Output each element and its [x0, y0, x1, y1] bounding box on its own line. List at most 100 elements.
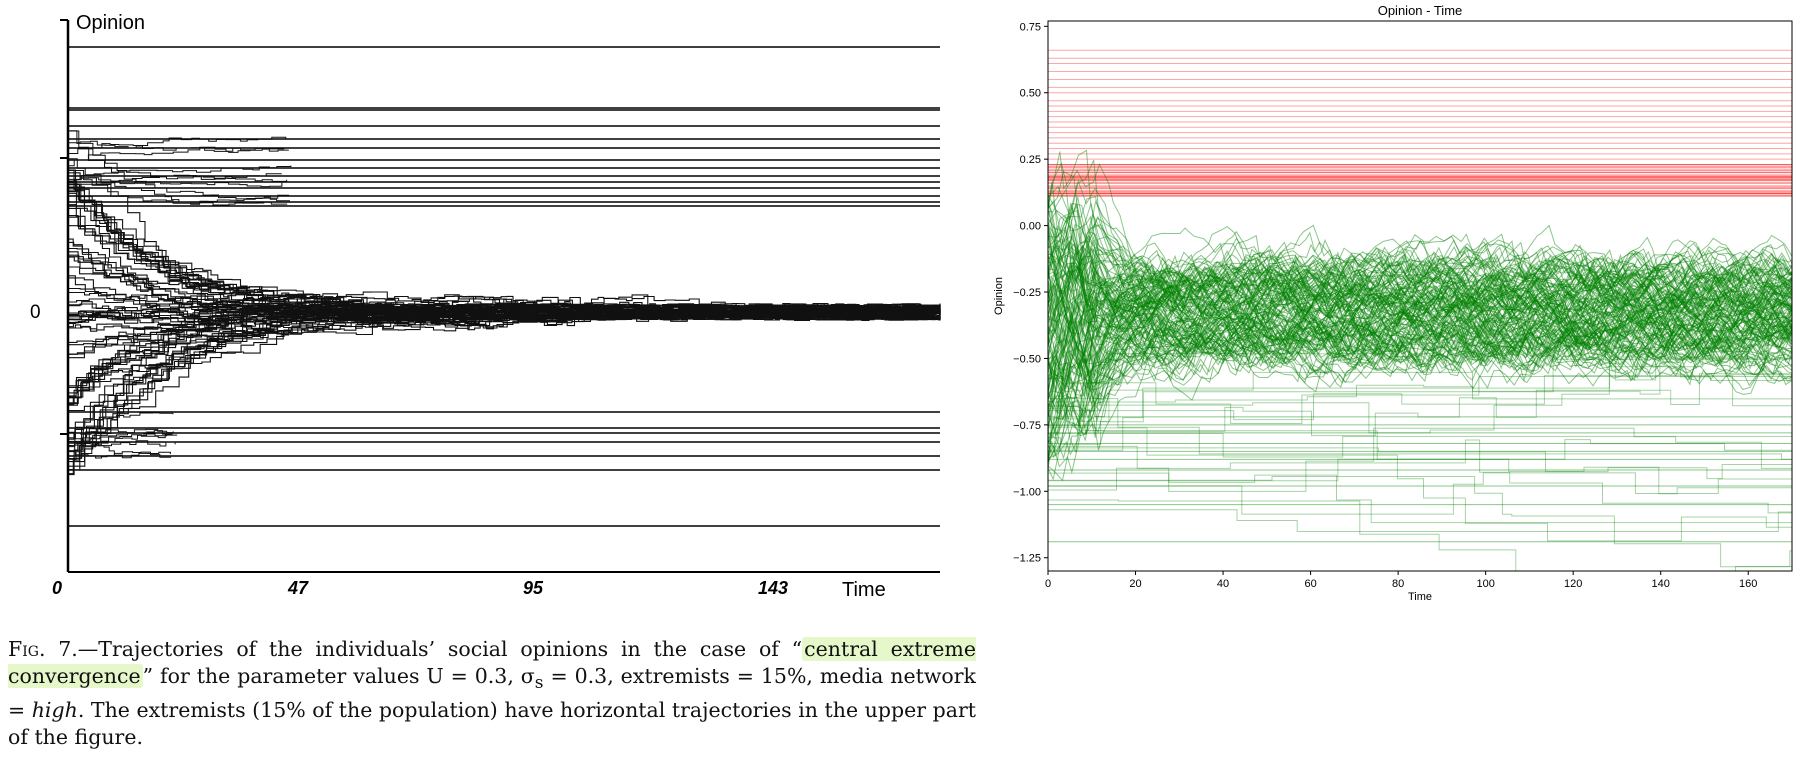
converging-trajectory [1048, 272, 1792, 365]
converging-trajectory [1048, 236, 1792, 342]
converging-trajectory [1048, 247, 1792, 319]
converging-trajectory [1048, 311, 1792, 418]
stepped-trajectory [1048, 439, 1792, 514]
left-lower-trajectory [68, 432, 178, 470]
converging-trajectory [1048, 276, 1792, 357]
converging-trajectory [1048, 312, 1792, 423]
left-y-zero-label: 0 [30, 302, 41, 323]
converging-trajectory [1048, 259, 1792, 373]
left-y-axis-title: Opinion [76, 12, 145, 34]
y-tick-label: 0.00 [1020, 221, 1041, 233]
stepped-trajectory [1048, 432, 1792, 458]
left-lower-trajectory [68, 412, 174, 439]
left-trajectories [68, 46, 941, 527]
converging-trajectory [1048, 280, 1792, 421]
x-tick-label: 60 [1304, 578, 1316, 590]
converging-trajectory [1048, 215, 1792, 332]
converging-trajectory [1048, 280, 1792, 365]
converging-trajectory [1048, 206, 1792, 294]
converging-trajectory [1048, 260, 1792, 350]
converging-trajectory [1048, 240, 1792, 388]
stepped-trajectory [1048, 373, 1792, 437]
converging-trajectory [1048, 286, 1792, 411]
y-tick-label: −0.75 [1013, 420, 1041, 432]
converging-trajectory [1048, 275, 1792, 361]
converging-trajectory [1048, 226, 1792, 359]
converging-trajectory [1048, 227, 1792, 307]
converging-trajectory [1048, 272, 1792, 435]
converging-trajectory [1048, 265, 1792, 371]
stepped-trajectory [1048, 371, 1792, 422]
figure-caption: Fig. 7.—Trajectories of the individuals’… [8, 636, 976, 751]
converging-trajectory [1048, 286, 1792, 436]
converging-trajectory [1048, 270, 1792, 441]
converging-trajectory [1048, 278, 1792, 467]
converging-trajectory [1048, 159, 1792, 319]
converging-trajectory [1048, 240, 1792, 403]
converging-trajectory [1048, 234, 1792, 453]
converging-trajectory [1048, 215, 1792, 370]
stepped-trajectory [1048, 326, 1792, 451]
x-tick-label: 120 [1564, 578, 1582, 590]
y-tick-label: −1.25 [1013, 553, 1041, 565]
converging-trajectory [1048, 203, 1792, 346]
right-trajectories [1048, 49, 1792, 571]
converging-trajectory [1048, 304, 1792, 398]
stepped-trajectory [1048, 342, 1792, 409]
converging-trajectory [1048, 290, 1792, 384]
left-lower-trajectory [68, 431, 171, 459]
converging-trajectory [1048, 247, 1792, 354]
converging-trajectory [1048, 245, 1792, 344]
converging-trajectory [1048, 231, 1792, 330]
converging-trajectory [1048, 253, 1792, 414]
converging-trajectory [1048, 262, 1792, 391]
left-converging-trajectory [68, 192, 941, 311]
stepped-trajectory [1048, 347, 1792, 434]
converging-trajectory [1048, 275, 1792, 380]
converging-trajectory [1048, 292, 1792, 367]
converging-trajectory [1048, 265, 1792, 341]
converging-trajectory [1048, 245, 1792, 359]
plot-frame [1047, 20, 1793, 572]
y-tick-label: −0.25 [1013, 287, 1041, 299]
y-tick-label: 0.50 [1020, 88, 1041, 100]
converging-trajectory [1048, 262, 1792, 339]
left-x-tick-label: 0 [52, 578, 62, 598]
converging-trajectory [1048, 283, 1792, 384]
converging-trajectory [1048, 318, 1792, 451]
converging-trajectory [1048, 243, 1792, 393]
converging-trajectory [1048, 320, 1792, 461]
left-converging-trajectory [68, 302, 941, 394]
left-x-tick-label: 143 [758, 578, 788, 598]
converging-trajectory [1048, 202, 1792, 331]
stepped-trajectory [1048, 509, 1792, 532]
converging-trajectory [1048, 224, 1792, 368]
stepped-trajectory [1048, 376, 1792, 424]
left-opinion-plot: Opinion 0 0 47 95 143 Time [30, 12, 941, 601]
left-x-axis-title: Time [842, 579, 886, 601]
stepped-trajectory [1048, 426, 1792, 495]
y-tick-label: −1.00 [1013, 486, 1041, 498]
converging-trajectory [1048, 249, 1792, 397]
converging-trajectory [1048, 194, 1792, 375]
stepped-trajectory [1048, 447, 1792, 480]
x-tick-label: 100 [1476, 578, 1494, 590]
stepped-trajectory [1048, 499, 1792, 571]
left-converging-trajectory [68, 238, 941, 328]
converging-trajectory [1048, 264, 1792, 359]
converging-trajectory [1048, 288, 1792, 458]
converging-trajectory [1048, 187, 1792, 347]
converging-trajectory [1048, 307, 1792, 412]
left-upper-trajectory [68, 130, 289, 200]
left-lower-trajectory [68, 440, 176, 447]
converging-trajectory [1048, 297, 1792, 452]
x-tick-label: 0 [1045, 578, 1051, 590]
left-upper-trajectory [68, 130, 288, 182]
converging-trajectory [1048, 247, 1792, 379]
converging-trajectory [1048, 277, 1792, 367]
y-tick-label: 0.25 [1020, 154, 1041, 166]
left-lower-trajectory [68, 428, 174, 440]
converging-trajectory [1048, 195, 1792, 391]
x-tick-label: 140 [1652, 578, 1670, 590]
converging-trajectory [1048, 269, 1792, 438]
